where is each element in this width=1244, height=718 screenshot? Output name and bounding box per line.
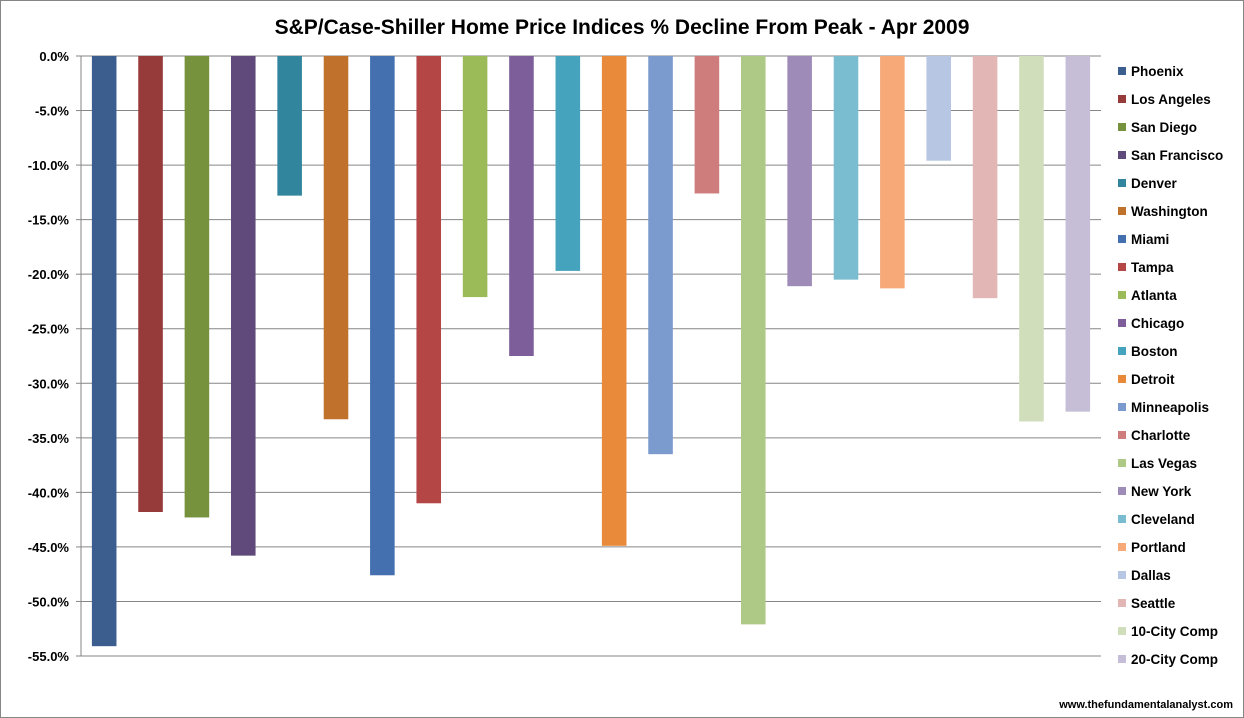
legend-label: 10-City Comp	[1131, 624, 1218, 639]
legend-label: Portland	[1131, 540, 1186, 555]
y-tick-label: -55.0%	[28, 649, 70, 664]
bar-miami	[370, 56, 395, 576]
bar-chicago	[509, 56, 534, 356]
bars	[91, 56, 1091, 647]
legend-label: Miami	[1131, 232, 1169, 247]
bar-tampa	[416, 56, 442, 504]
legend-label: Los Angeles	[1131, 92, 1211, 107]
legend-label: Chicago	[1131, 316, 1184, 331]
bar-denver	[277, 56, 302, 196]
legend-swatch	[1118, 347, 1126, 355]
legend-swatch	[1118, 95, 1126, 103]
y-tick-label: -30.0%	[28, 376, 70, 391]
legend-label: San Francisco	[1131, 148, 1223, 163]
legend-label: 20-City Comp	[1131, 652, 1218, 667]
legend-label: Dallas	[1131, 568, 1171, 583]
y-tick-label: -20.0%	[28, 267, 70, 282]
legend-label: Seattle	[1131, 596, 1176, 611]
legend-label: Cleveland	[1131, 512, 1195, 527]
legend-swatch	[1118, 179, 1126, 187]
bar-san-francisco	[230, 56, 256, 556]
bar-10-city-comp	[1019, 56, 1044, 422]
bar-los-angeles	[138, 56, 163, 512]
legend-swatch	[1118, 431, 1126, 439]
y-tick-label: -50.0%	[28, 594, 70, 609]
legend-label: Boston	[1131, 344, 1178, 359]
y-tick-label: -5.0%	[35, 104, 69, 119]
legend-swatch	[1118, 571, 1126, 579]
bar-minneapolis	[648, 56, 673, 455]
y-tick-label: -45.0%	[28, 540, 70, 555]
legend-swatch	[1118, 515, 1126, 523]
legend-label: Tampa	[1131, 260, 1174, 275]
legend-swatch	[1118, 543, 1126, 551]
legend-label: Charlotte	[1131, 428, 1191, 443]
legend-swatch	[1118, 207, 1126, 215]
legend-label: Minneapolis	[1131, 400, 1209, 415]
legend: Phoenix Los Angeles San Diego San Francisco…	[1118, 64, 1223, 667]
y-tick-label: -15.0%	[28, 213, 70, 228]
legend-label: Denver	[1131, 176, 1178, 191]
chart-title: S&P/Case-Shiller Home Price Indices % De…	[275, 16, 970, 39]
bar-20-city-comp	[1065, 56, 1091, 412]
legend-swatch	[1118, 151, 1126, 159]
legend-label: Atlanta	[1131, 288, 1177, 303]
legend-swatch	[1118, 627, 1126, 635]
bar-charlotte	[694, 56, 720, 194]
y-tick-label: -10.0%	[28, 158, 70, 173]
bar-washington	[323, 56, 349, 420]
legend-swatch	[1118, 459, 1126, 467]
legend-swatch	[1118, 599, 1126, 607]
legend-swatch	[1118, 235, 1126, 243]
legend-swatch	[1118, 319, 1126, 327]
bar-seattle	[972, 56, 998, 299]
bar-las-vegas	[740, 56, 766, 625]
source-credit: www.thefundamentalanalyst.com	[1058, 699, 1233, 711]
legend-swatch	[1118, 403, 1126, 411]
bar-new-york	[787, 56, 812, 287]
legend-swatch	[1118, 291, 1126, 299]
legend-label: San Diego	[1131, 120, 1197, 135]
legend-label: Phoenix	[1131, 64, 1184, 79]
bar-detroit	[601, 56, 627, 546]
bar-boston	[555, 56, 581, 271]
legend-swatch	[1118, 655, 1126, 663]
legend-swatch	[1118, 263, 1126, 271]
legend-swatch	[1118, 67, 1126, 75]
legend-label: Las Vegas	[1131, 456, 1197, 471]
legend-swatch	[1118, 375, 1126, 383]
y-tick-label: 0.0%	[39, 49, 69, 64]
y-tick-label: -25.0%	[28, 322, 70, 337]
bar-san-diego	[184, 56, 210, 518]
bar-atlanta	[462, 56, 488, 298]
legend-swatch	[1118, 487, 1126, 495]
legend-label: New York	[1131, 484, 1192, 499]
legend-label: Detroit	[1131, 372, 1175, 387]
legend-swatch	[1118, 123, 1126, 131]
y-tick-label: -40.0%	[28, 485, 70, 500]
bar-phoenix	[91, 56, 117, 647]
y-tick-label: -35.0%	[28, 431, 70, 446]
legend-label: Washington	[1131, 204, 1208, 219]
bar-portland	[880, 56, 905, 289]
bar-cleveland	[833, 56, 859, 280]
bar-dallas	[926, 56, 952, 161]
